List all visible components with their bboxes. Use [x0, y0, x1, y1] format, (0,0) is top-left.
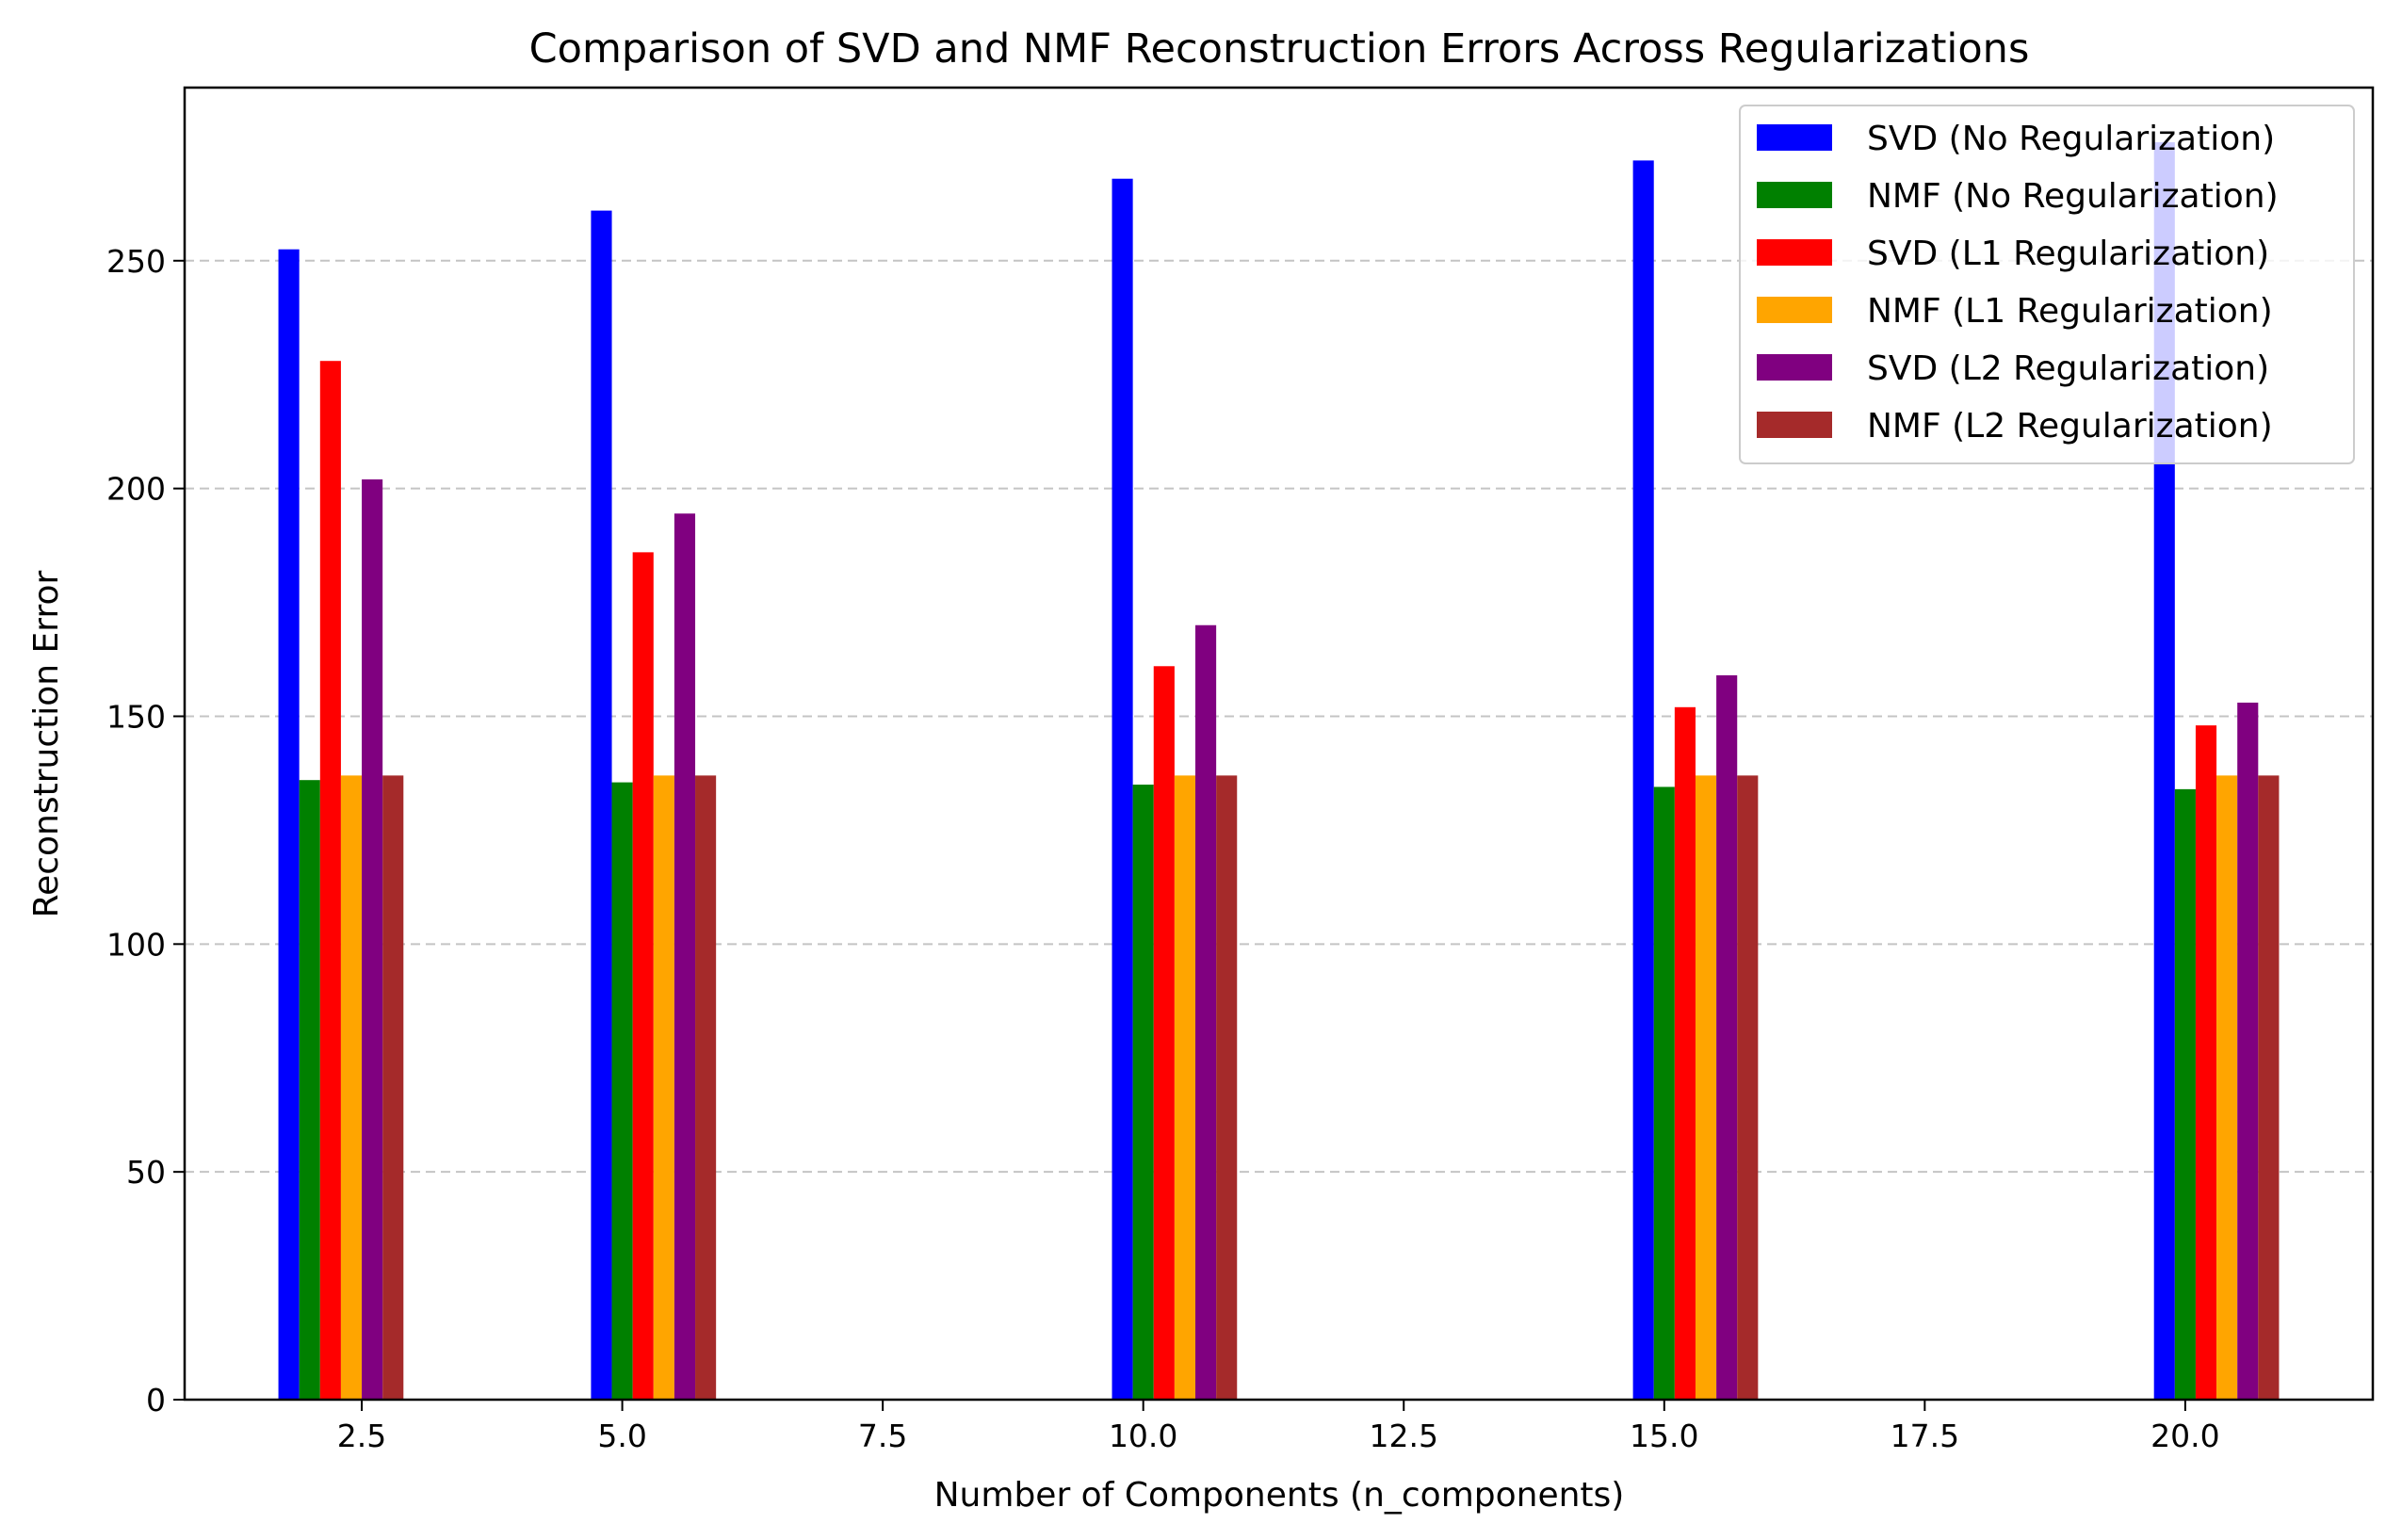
- bar: [1174, 775, 1196, 1400]
- x-tick-label: 20.0: [2150, 1418, 2219, 1454]
- bars: [278, 142, 2280, 1401]
- legend-swatch: [1757, 124, 1832, 151]
- bar: [1153, 666, 1175, 1400]
- x-tick-label: 17.5: [1891, 1418, 1959, 1454]
- legend-label: SVD (L1 Regularization): [1867, 235, 2269, 273]
- bar: [674, 513, 696, 1400]
- grid-lines: [185, 259, 2373, 1174]
- legend-swatch: [1757, 297, 1832, 323]
- bar: [362, 478, 383, 1400]
- x-tick-label: 2.5: [337, 1418, 386, 1454]
- bar: [319, 361, 341, 1400]
- y-tick-label: 200: [106, 471, 166, 508]
- bar: [653, 775, 674, 1400]
- bar: [382, 775, 404, 1400]
- x-tick-label: 12.5: [1370, 1418, 1438, 1454]
- chart-title: Comparison of SVD and NMF Reconstruction…: [529, 25, 2030, 73]
- y-axis-ticks: 0 50 100 150 200 250: [106, 243, 185, 1418]
- bar: [1737, 775, 1759, 1400]
- legend-swatch: [1757, 354, 1832, 381]
- x-axis-label: Number of Components (n_components): [934, 1476, 1625, 1515]
- legend-swatch: [1757, 239, 1832, 266]
- y-axis-label: Reconstruction Error: [27, 571, 66, 918]
- legend-label: NMF (No Regularization): [1867, 177, 2279, 216]
- legend-label: NMF (L1 Regularization): [1867, 292, 2273, 331]
- legend-swatch: [1757, 412, 1832, 438]
- bar: [695, 775, 717, 1400]
- plot-frame: [183, 86, 2375, 1402]
- bar: [1132, 785, 1154, 1400]
- bar: [2237, 702, 2259, 1400]
- legend-label: NMF (L2 Regularization): [1867, 407, 2273, 446]
- y-tick-label: 50: [126, 1154, 166, 1191]
- bar: [1195, 624, 1217, 1400]
- bar: [1653, 786, 1675, 1400]
- y-tick-label: 250: [106, 243, 166, 280]
- y-tick-label: 150: [106, 698, 166, 735]
- legend-label: SVD (L2 Regularization): [1867, 349, 2269, 388]
- bar: [1716, 674, 1738, 1400]
- bar: [2258, 775, 2280, 1400]
- bar: [278, 249, 300, 1401]
- legend: SVD (No Regularization) NMF (No Regulariz…: [1739, 105, 2355, 464]
- bar: [299, 780, 320, 1400]
- bar: [340, 775, 363, 1400]
- x-tick-label: 5.0: [597, 1418, 646, 1454]
- bar: [591, 210, 612, 1400]
- y-tick-label: 100: [106, 926, 166, 963]
- bar: [1632, 160, 1654, 1400]
- bar: [1216, 775, 1238, 1400]
- y-tick-label: 0: [146, 1382, 166, 1418]
- bar: [1695, 775, 1717, 1400]
- bar: [1674, 706, 1696, 1400]
- x-axis-ticks: 2.5 5.0 7.5 10.0 12.5 15.0 17.5 20.0: [337, 1400, 2220, 1454]
- bar: [611, 782, 633, 1400]
- bar: [1112, 178, 1133, 1401]
- x-tick-label: 10.0: [1109, 1418, 1177, 1454]
- x-tick-label: 7.5: [858, 1418, 907, 1454]
- bar: [2195, 725, 2217, 1400]
- bar: [2216, 775, 2238, 1400]
- legend-label: SVD (No Regularization): [1867, 120, 2275, 158]
- legend-frame: [1739, 105, 2355, 464]
- legend-swatch: [1757, 182, 1832, 208]
- x-tick-label: 15.0: [1630, 1418, 1698, 1454]
- bar: [632, 552, 654, 1400]
- bar: [2174, 788, 2196, 1400]
